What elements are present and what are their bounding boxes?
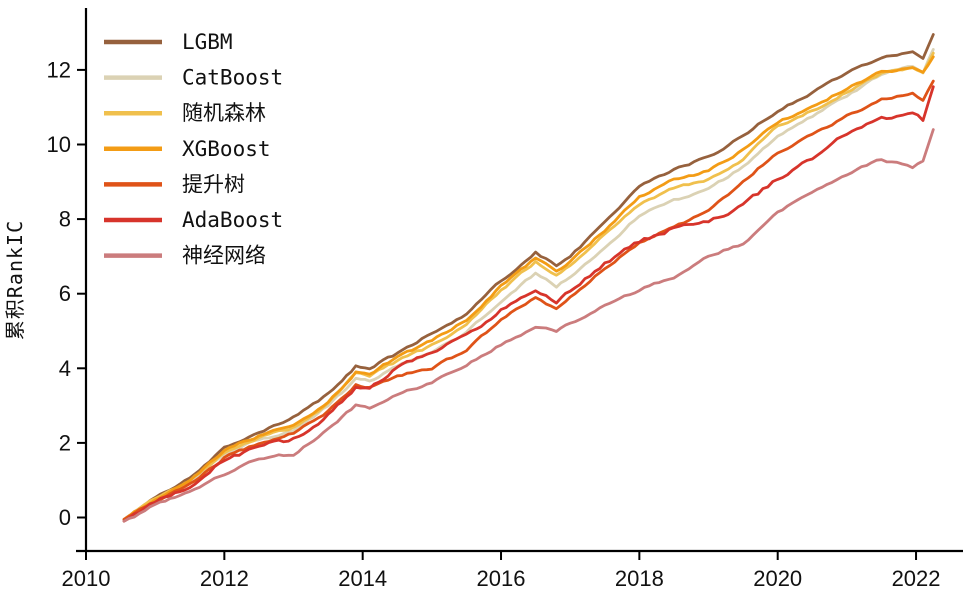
legend-label: XGBoost	[182, 137, 271, 161]
legend-label: 提升树	[182, 172, 245, 196]
legend-item: CatBoost	[104, 66, 283, 90]
legend-label: CatBoost	[182, 66, 283, 90]
x-tick-label: 2018	[615, 566, 664, 591]
y-axis-title: 累积RankIC	[3, 220, 27, 340]
y-tick-label: 10	[47, 132, 71, 157]
series-lines	[122, 33, 935, 523]
series-line-LGBM	[122, 33, 935, 521]
series-line-随机森林	[122, 51, 935, 521]
y-tick-label: 0	[59, 505, 71, 530]
y-tick-label: 6	[59, 281, 71, 306]
legend-label: LGBM	[182, 30, 233, 54]
legend-item: 随机森林	[104, 101, 266, 125]
y-tick-label: 12	[47, 57, 71, 82]
x-tick-label: 2014	[338, 566, 387, 591]
x-tick-label: 2016	[477, 566, 526, 591]
series-line-神经网络	[122, 128, 935, 523]
x-tick-label: 2010	[62, 566, 111, 591]
legend-label: 随机森林	[182, 101, 266, 125]
legend-label: AdaBoost	[182, 208, 283, 232]
series-line-CatBoost	[122, 48, 935, 521]
legend-item: 神经网络	[104, 244, 266, 268]
legend-item: 提升树	[104, 172, 245, 196]
x-tick-label: 2020	[753, 566, 802, 591]
axes: 0 2 4 6 8 10 12 2010 2012 2014 2016 2018 2020 2022	[47, 8, 963, 591]
series-line-XGBoost	[122, 55, 935, 521]
legend: LGBM CatBoost 随机森林 XGBoost 提升树 AdaBoost 神经网络	[104, 30, 283, 268]
y-tick-label: 4	[59, 356, 71, 381]
y-tick-label: 2	[59, 430, 71, 455]
x-tick-label: 2012	[200, 566, 249, 591]
legend-item: AdaBoost	[104, 208, 283, 232]
series-line-提升树	[122, 79, 935, 521]
series-line-AdaBoost	[122, 85, 935, 523]
x-tick-label: 2022	[892, 566, 941, 591]
y-tick-label: 8	[59, 207, 71, 232]
legend-item: LGBM	[104, 30, 233, 54]
legend-item: XGBoost	[104, 137, 271, 161]
legend-label: 神经网络	[182, 244, 266, 268]
